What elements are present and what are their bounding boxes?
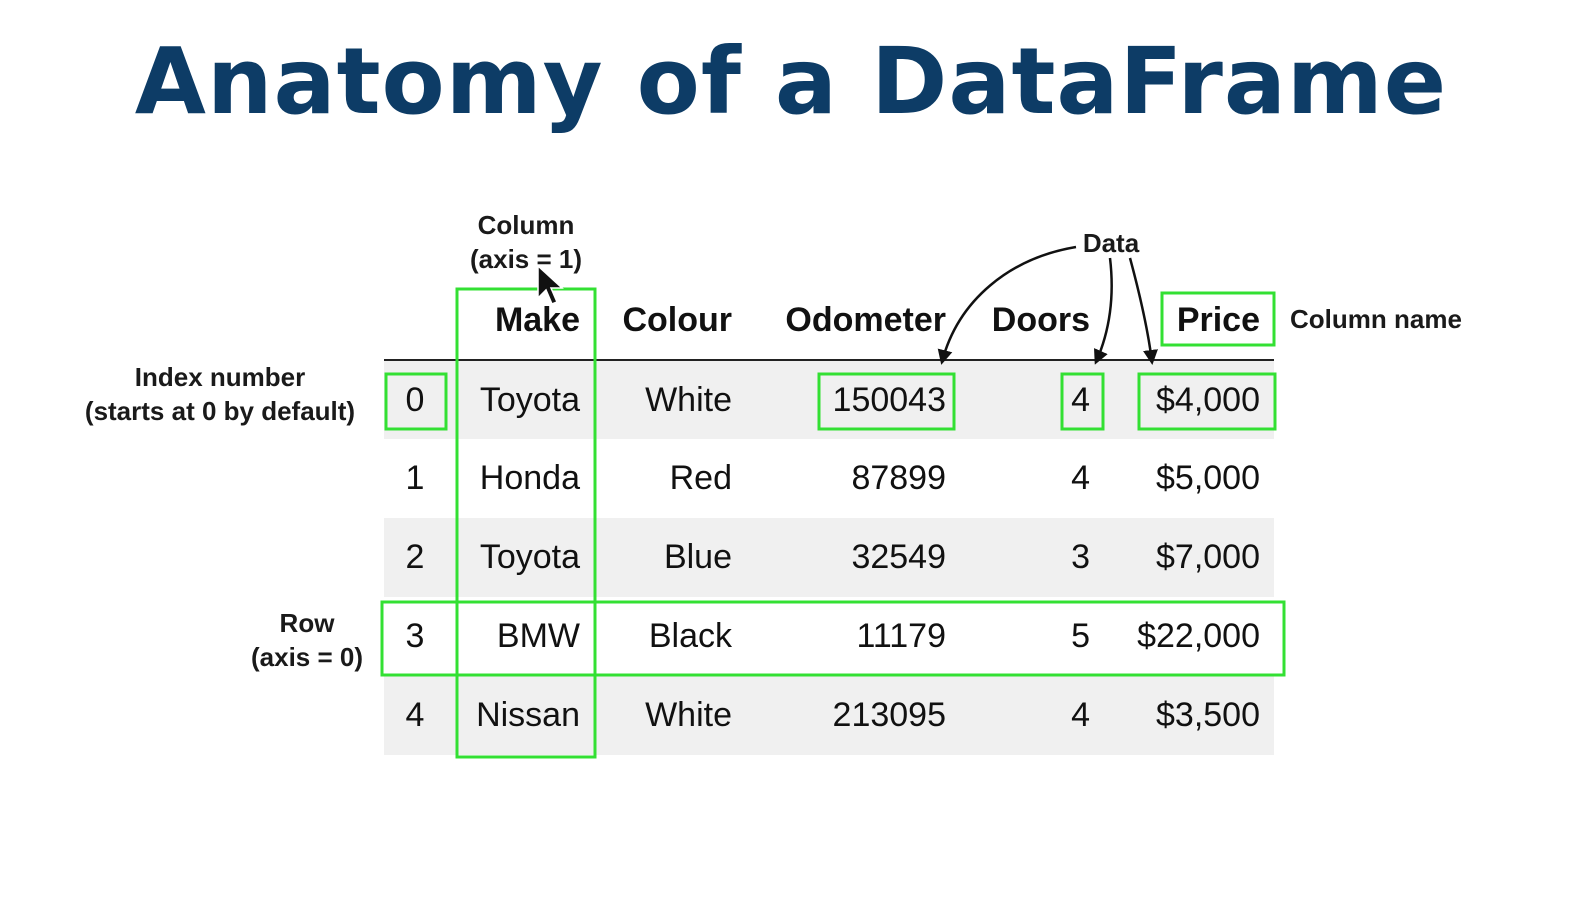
column-name-label: Column name <box>1290 304 1462 334</box>
cell-doors: 4 <box>960 676 1104 755</box>
table-row: 2 Toyota Blue 32549 3 $7,000 <box>384 518 1274 597</box>
row-axis-label: Row (axis = 0) <box>240 606 374 674</box>
cell-odometer: 87899 <box>851 459 946 497</box>
cell-price: $3,500 <box>1104 676 1274 755</box>
table-row: 0 Toyota White 150043 4 $4,000 <box>384 360 1274 439</box>
cell-colour: Red <box>669 459 732 497</box>
cell-doors: 5 <box>1071 617 1090 655</box>
cell-odometer: 11179 <box>856 617 947 655</box>
header-row: Make Colour Odometer Doors Price <box>384 282 1274 361</box>
cell-make: Nissan <box>446 676 594 755</box>
row-axis-label-line2: (axis = 0) <box>250 642 363 672</box>
table-row: 3 BMW Black 11179 5 $22,000 <box>384 597 1274 676</box>
cell-odometer: 32549 <box>746 518 960 597</box>
cell-odometer: 150043 <box>746 360 960 439</box>
index-header <box>384 282 446 361</box>
column-header-make: Make <box>446 282 594 361</box>
page-title: Anatomy of a DataFrame <box>134 28 1448 135</box>
cell-colour: Blue <box>594 518 746 597</box>
cell-make: Toyota <box>446 518 594 597</box>
cell-price: $5,000 <box>1156 459 1260 497</box>
table-row: 1 Honda Red 87899 4 $5,000 <box>384 439 1274 518</box>
table-row: 4 Nissan White 213095 4 $3,500 <box>384 676 1274 755</box>
column-header-colour: Colour <box>594 282 746 361</box>
row-index: 4 <box>384 676 446 755</box>
index-number-label-line1: Index number <box>134 362 306 392</box>
row-axis-label-line1: Row <box>279 608 335 638</box>
row-index: 3 <box>405 617 425 655</box>
cell-make: BMW <box>496 617 580 655</box>
column-axis-label-line1: Column <box>477 210 575 240</box>
dataframe-table: Make Colour Odometer Doors Price 0 Toyot… <box>384 282 1274 755</box>
column-axis-label: Column (axis = 1) <box>458 208 594 276</box>
row-index: 2 <box>384 518 446 597</box>
row-index: 1 <box>405 459 425 497</box>
column-header-price: Price <box>1104 282 1274 361</box>
cell-colour: White <box>594 676 746 755</box>
cell-price: $22,000 <box>1137 617 1260 655</box>
index-number-label: Index number (starts at 0 by default) <box>70 360 370 428</box>
cell-doors: 4 <box>960 360 1104 439</box>
cell-price: $7,000 <box>1104 518 1274 597</box>
column-header-doors: Doors <box>960 282 1104 361</box>
column-axis-label-line2: (axis = 1) <box>469 244 582 274</box>
cell-colour: White <box>594 360 746 439</box>
cell-doors: 3 <box>960 518 1104 597</box>
column-header-odometer: Odometer <box>746 282 960 361</box>
data-label: Data <box>1082 228 1140 258</box>
index-number-label-line2: (starts at 0 by default) <box>84 396 356 426</box>
cell-odometer: 213095 <box>746 676 960 755</box>
cell-price: $4,000 <box>1104 360 1274 439</box>
cell-make: Toyota <box>446 360 594 439</box>
row-index: 0 <box>384 360 446 439</box>
cell-doors: 4 <box>1071 459 1090 497</box>
cell-make: Honda <box>479 459 580 497</box>
cell-colour: Black <box>648 617 732 655</box>
